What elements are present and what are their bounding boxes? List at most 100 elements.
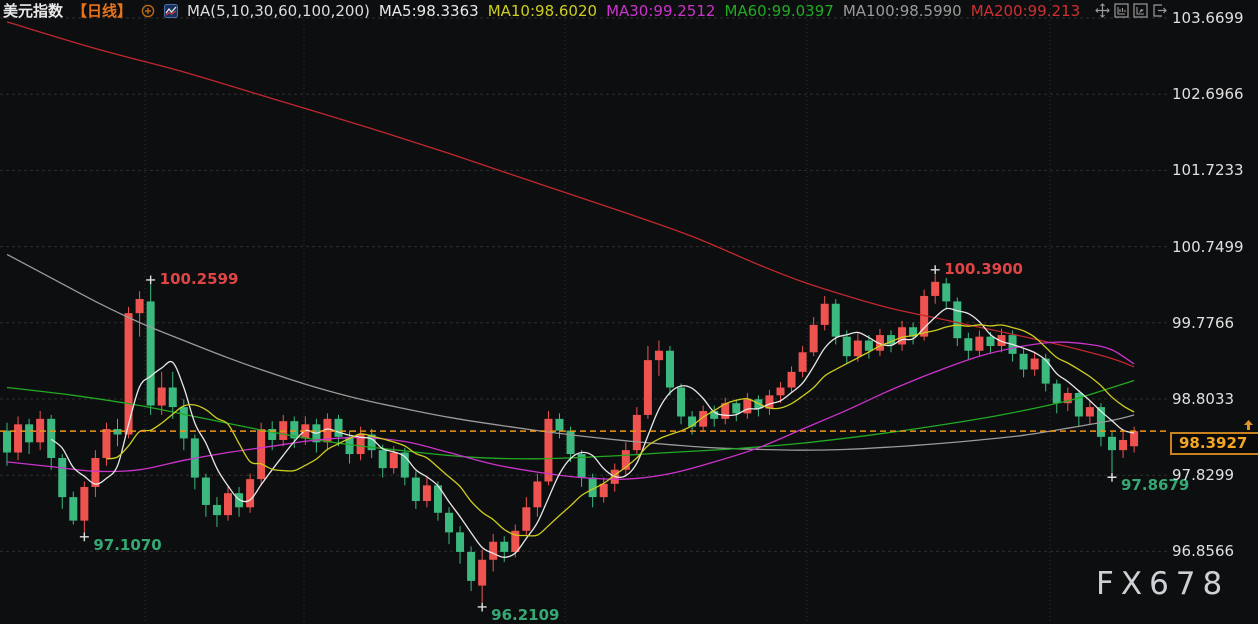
candle-body: [875, 335, 884, 351]
price-axis-label: 101.7233: [1172, 161, 1244, 180]
price-axis-label: 99.7766: [1172, 313, 1235, 332]
candle-body: [787, 371, 796, 388]
candle-body: [732, 403, 741, 414]
candle-body: [820, 303, 829, 325]
high-price-annotation: 100.3900: [944, 260, 1023, 278]
candle-body: [113, 429, 122, 435]
candle-body: [743, 399, 752, 414]
ma100-value: MA100:98.5990: [842, 1, 962, 20]
add-indicator-icon[interactable]: [141, 4, 155, 18]
candle-body: [323, 418, 332, 443]
price-axis-label: 100.7499: [1172, 237, 1244, 256]
candle-body: [345, 436, 354, 455]
candle-body: [566, 430, 575, 455]
candle-body: [224, 493, 232, 516]
candle-body: [831, 303, 840, 337]
candle-body: [1130, 431, 1139, 447]
candle-body: [1074, 393, 1083, 417]
candle-body: [179, 407, 188, 439]
candle-body: [864, 340, 873, 351]
candle-body: [1041, 358, 1050, 384]
candle-body: [898, 327, 907, 345]
extreme-marker-icon: [930, 265, 940, 275]
chart-header: 美元指数 【日线】 MA(5,10,30,60,100,200) MA5:98.…: [0, 0, 1080, 21]
candle-body: [710, 411, 719, 419]
candle-body: [853, 340, 862, 357]
ma-settings-label: MA(5,10,30,60,100,200): [187, 1, 370, 20]
candle-body: [688, 416, 697, 427]
candle-body: [1108, 436, 1116, 451]
candle-body: [621, 450, 630, 470]
low-price-annotation: 97.1070: [93, 536, 161, 554]
extreme-marker-icon: [146, 275, 156, 285]
period-badge[interactable]: 【日线】: [72, 2, 133, 20]
extreme-marker-icon: [477, 602, 487, 612]
candle-body: [334, 418, 343, 437]
symbol-title: 美元指数: [3, 2, 64, 20]
candle-body: [445, 512, 453, 533]
candle-body: [1085, 407, 1094, 417]
ma60-value: MA60:99.0397: [724, 1, 834, 20]
candle-body: [997, 335, 1006, 347]
candle-body: [500, 541, 509, 552]
candle-body: [489, 541, 498, 560]
price-axis-label: 103.6699: [1172, 9, 1244, 27]
candle-body: [1052, 383, 1061, 404]
candle-body: [478, 559, 487, 586]
candle-body: [522, 507, 531, 531]
candle-body: [3, 430, 11, 453]
candle-body: [411, 477, 420, 502]
candle-body: [456, 532, 465, 552]
price-axis-label: 102.6966: [1172, 85, 1244, 104]
ma200-line: [6, 21, 1135, 368]
extreme-marker-icon: [1107, 472, 1117, 482]
low-price-annotation: 97.8679: [1121, 476, 1189, 494]
candle-body: [588, 477, 597, 498]
indicator-window-icon[interactable]: [1113, 2, 1129, 18]
candle-body: [555, 418, 564, 431]
candle-body: [654, 350, 663, 361]
candle-body: [964, 338, 973, 351]
candle-body: [91, 457, 100, 487]
candle-body: [776, 387, 785, 396]
candle-body: [1119, 439, 1128, 451]
candle-body: [47, 418, 56, 458]
price-axis-label: 97.8299: [1172, 466, 1235, 485]
candle-body: [212, 504, 221, 516]
low-price-annotation: 96.2109: [491, 606, 559, 624]
candle-body: [80, 486, 89, 521]
candle-body: [102, 429, 111, 458]
candle-body: [356, 434, 365, 455]
ma30-line: [6, 341, 1135, 480]
candle-body: [25, 424, 34, 443]
candle-body: [157, 387, 166, 406]
ma5-value: MA5:98.3363: [378, 1, 479, 20]
candle-body: [809, 324, 818, 353]
candle-body: [400, 452, 409, 478]
candle-body: [721, 403, 730, 419]
candle-body: [290, 421, 299, 439]
candle-body: [798, 352, 807, 372]
trend-window-icon[interactable]: [1132, 2, 1148, 18]
candle-body: [201, 477, 210, 505]
ma100-line: [6, 253, 1135, 451]
candle-body: [920, 295, 929, 337]
candle-body: [168, 387, 177, 408]
crosshair-icon[interactable]: [1094, 2, 1110, 18]
candle-body: [909, 327, 918, 337]
candle-body: [135, 299, 144, 314]
exit-icon[interactable]: [1151, 2, 1167, 18]
candle-body: [677, 387, 686, 417]
candle-body: [257, 429, 266, 480]
candle-body: [511, 530, 520, 552]
candle-body: [14, 424, 23, 453]
price-axis-label: 96.8566: [1172, 542, 1235, 561]
candle-body: [367, 434, 376, 451]
candle-body: [1030, 358, 1039, 370]
candle-body: [268, 429, 277, 440]
candle-body: [953, 301, 962, 339]
candle-body: [389, 452, 398, 469]
price-axis-label: 98.8033: [1172, 390, 1235, 408]
chart-type-icon[interactable]: [164, 3, 179, 18]
